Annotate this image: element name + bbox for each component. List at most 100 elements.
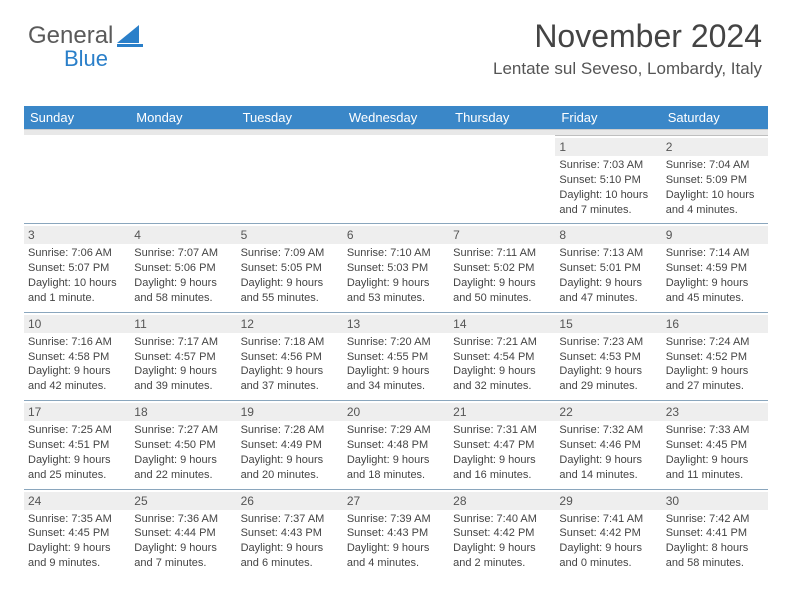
day-info: Sunrise: 7:18 AMSunset: 4:56 PMDaylight:… [241,335,339,394]
day-info: Sunrise: 7:29 AMSunset: 4:48 PMDaylight:… [347,423,445,482]
sunset-text: Sunset: 4:54 PM [453,350,551,365]
calendar-cell: 16 Sunrise: 7:24 AMSunset: 4:52 PMDayligh… [662,312,768,400]
sunset-text: Sunset: 4:47 PM [453,438,551,453]
day-info: Sunrise: 7:10 AMSunset: 5:03 PMDaylight:… [347,246,445,305]
sunset-text: Sunset: 5:05 PM [241,261,339,276]
calendar-cell: 30Sunrise: 7:42 AMSunset: 4:41 PMDayligh… [662,489,768,577]
day-info: Sunrise: 7:13 AMSunset: 5:01 PMDaylight:… [559,246,657,305]
weekday-monday: Monday [130,106,236,129]
calendar-cell: 12 Sunrise: 7:18 AMSunset: 4:56 PMDayligh… [237,312,343,400]
calendar-cell: 29Sunrise: 7:41 AMSunset: 4:42 PMDayligh… [555,489,661,577]
calendar-cell: 23Sunrise: 7:33 AMSunset: 4:45 PMDayligh… [662,400,768,488]
sunrise-text: Sunrise: 7:07 AM [134,246,232,261]
calendar-cell: 4Sunrise: 7:07 AMSunset: 5:06 PMDaylight… [130,223,236,311]
day-info: Sunrise: 7:06 AMSunset: 5:07 PMDaylight:… [28,246,126,305]
sunrise-text: Sunrise: 7:11 AM [453,246,551,261]
calendar-cell: 17Sunrise: 7:25 AMSunset: 4:51 PMDayligh… [24,400,130,488]
weekday-tuesday: Tuesday [237,106,343,129]
sunrise-text: Sunrise: 7:37 AM [241,512,339,527]
daylight-text: Daylight: 9 hours and 39 minutes. [134,364,232,394]
daylight-text: Daylight: 10 hours and 1 minute. [28,276,126,306]
daylight-text: Daylight: 9 hours and 37 minutes. [241,364,339,394]
calendar: SundayMondayTuesdayWednesdayThursdayFrid… [24,106,768,577]
calendar-cell [237,135,343,223]
daylight-text: Daylight: 9 hours and 29 minutes. [559,364,657,394]
sunset-text: Sunset: 5:07 PM [28,261,126,276]
day-number: 1 [555,138,661,156]
day-number: 12 [237,315,343,333]
daylight-text: Daylight: 9 hours and 4 minutes. [347,541,445,571]
calendar-cell: 13 Sunrise: 7:20 AMSunset: 4:55 PMDayligh… [343,312,449,400]
day-info: Sunrise: 7:17 AMSunset: 4:57 PMDaylight:… [134,335,232,394]
calendar-cell [343,135,449,223]
sunrise-text: Sunrise: 7:28 AM [241,423,339,438]
sunset-text: Sunset: 4:48 PM [347,438,445,453]
month-title: November 2024 [493,18,762,55]
day-number: 28 [449,492,555,510]
day-info: Sunrise: 7:04 AMSunset: 5:09 PMDaylight:… [666,158,764,217]
sunrise-text: Sunrise: 7:21 AM [453,335,551,350]
sunrise-text: Sunrise: 7:03 AM [559,158,657,173]
day-number: 3 [24,226,130,244]
sunset-text: Sunset: 4:53 PM [559,350,657,365]
sunrise-text: Sunrise: 7:14 AM [666,246,764,261]
day-number: 15 [555,315,661,333]
sunset-text: Sunset: 4:46 PM [559,438,657,453]
day-number: 11 [130,315,236,333]
calendar-cell: 11 Sunrise: 7:17 AMSunset: 4:57 PMDayligh… [130,312,236,400]
day-number: 25 [130,492,236,510]
daylight-text: Daylight: 9 hours and 2 minutes. [453,541,551,571]
sunset-text: Sunset: 4:55 PM [347,350,445,365]
day-info: Sunrise: 7:03 AMSunset: 5:10 PMDaylight:… [559,158,657,217]
day-info: Sunrise: 7:21 AMSunset: 4:54 PMDaylight:… [453,335,551,394]
calendar-cell: 7Sunrise: 7:11 AMSunset: 5:02 PMDaylight… [449,223,555,311]
sunset-text: Sunset: 4:57 PM [134,350,232,365]
day-number: 27 [343,492,449,510]
sunset-text: Sunset: 5:10 PM [559,173,657,188]
weekday-header: SundayMondayTuesdayWednesdayThursdayFrid… [24,106,768,129]
day-number: 6 [343,226,449,244]
sunset-text: Sunset: 4:51 PM [28,438,126,453]
sunset-text: Sunset: 4:50 PM [134,438,232,453]
sunset-text: Sunset: 4:43 PM [241,526,339,541]
calendar-cell: 28Sunrise: 7:40 AMSunset: 4:42 PMDayligh… [449,489,555,577]
calendar-cell: 19Sunrise: 7:28 AMSunset: 4:49 PMDayligh… [237,400,343,488]
day-number: 24 [24,492,130,510]
daylight-text: Daylight: 10 hours and 7 minutes. [559,188,657,218]
sunset-text: Sunset: 4:42 PM [453,526,551,541]
daylight-text: Daylight: 9 hours and 58 minutes. [134,276,232,306]
daylight-text: Daylight: 9 hours and 34 minutes. [347,364,445,394]
daylight-text: Daylight: 9 hours and 53 minutes. [347,276,445,306]
day-info: Sunrise: 7:24 AMSunset: 4:52 PMDaylight:… [666,335,764,394]
day-number: 18 [130,403,236,421]
sunset-text: Sunset: 5:09 PM [666,173,764,188]
sunset-text: Sunset: 4:43 PM [347,526,445,541]
daylight-text: Daylight: 9 hours and 22 minutes. [134,453,232,483]
day-info: Sunrise: 7:07 AMSunset: 5:06 PMDaylight:… [134,246,232,305]
sunrise-text: Sunrise: 7:20 AM [347,335,445,350]
day-info: Sunrise: 7:39 AMSunset: 4:43 PMDaylight:… [347,512,445,571]
weekday-thursday: Thursday [449,106,555,129]
daylight-text: Daylight: 9 hours and 9 minutes. [28,541,126,571]
day-number: 16 [662,315,768,333]
sunset-text: Sunset: 4:41 PM [666,526,764,541]
daylight-text: Daylight: 9 hours and 42 minutes. [28,364,126,394]
sunrise-text: Sunrise: 7:25 AM [28,423,126,438]
daylight-text: Daylight: 10 hours and 4 minutes. [666,188,764,218]
sunset-text: Sunset: 5:03 PM [347,261,445,276]
daylight-text: Daylight: 9 hours and 25 minutes. [28,453,126,483]
sunrise-text: Sunrise: 7:29 AM [347,423,445,438]
day-number: 13 [343,315,449,333]
header: November 2024 Lentate sul Seveso, Lombar… [493,18,762,79]
daylight-text: Daylight: 9 hours and 27 minutes. [666,364,764,394]
day-info: Sunrise: 7:27 AMSunset: 4:50 PMDaylight:… [134,423,232,482]
sunrise-text: Sunrise: 7:23 AM [559,335,657,350]
daylight-text: Daylight: 9 hours and 47 minutes. [559,276,657,306]
sunset-text: Sunset: 4:44 PM [134,526,232,541]
sunrise-text: Sunrise: 7:16 AM [28,335,126,350]
sunset-text: Sunset: 4:56 PM [241,350,339,365]
weekday-friday: Friday [555,106,661,129]
sunrise-text: Sunrise: 7:17 AM [134,335,232,350]
day-number: 2 [662,138,768,156]
weekday-wednesday: Wednesday [343,106,449,129]
